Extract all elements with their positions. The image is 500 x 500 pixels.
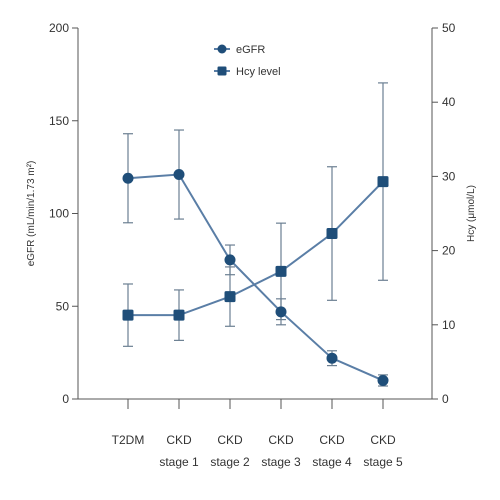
legend: eGFR Hcy level <box>214 44 281 78</box>
left-y-tick-label: 50 <box>56 299 70 313</box>
data-point <box>275 265 287 277</box>
left-y-tick-labels: 0 50 100 150 200 <box>49 21 69 406</box>
data-point <box>224 254 236 266</box>
x-tick-label: CKD <box>319 433 345 447</box>
left-y-tick-label: 200 <box>49 21 69 35</box>
left-y-tick-label: 150 <box>49 114 69 128</box>
x-tick-label: stage 1 <box>159 455 199 469</box>
error-bars <box>123 82 388 387</box>
right-y-tick-label: 40 <box>442 95 456 109</box>
data-point <box>224 291 236 303</box>
data-point <box>173 169 185 181</box>
x-tick-label: CKD <box>217 433 243 447</box>
right-y-tick-label: 20 <box>442 244 456 258</box>
legend-label: eGFR <box>236 44 265 56</box>
x-tick-label: CKD <box>166 433 192 447</box>
right-y-tick-label: 50 <box>442 21 456 35</box>
x-tick-label: stage 2 <box>210 455 250 469</box>
data-point <box>122 172 134 184</box>
right-y-tick-label: 30 <box>442 169 456 183</box>
x-tick-label: stage 4 <box>312 455 352 469</box>
data-point <box>173 309 185 321</box>
right-y-tick-label: 10 <box>442 318 456 332</box>
data-point <box>377 176 389 188</box>
data-point <box>326 352 338 364</box>
series-markers <box>122 169 389 386</box>
legend-marker <box>217 66 227 76</box>
left-y-tick-label: 100 <box>49 207 69 221</box>
right-y-tick-labels: 0 10 20 30 40 50 <box>442 21 456 406</box>
data-point <box>377 374 389 386</box>
left-y-tick-label: 0 <box>62 392 69 406</box>
legend-marker <box>217 44 227 54</box>
x-tick-label: stage 3 <box>261 455 301 469</box>
right-y-axis-title: Hcy (μmol/L) <box>466 185 477 242</box>
right-y-tick-label: 0 <box>442 392 449 406</box>
series-line <box>127 173 384 382</box>
series-line <box>128 180 384 317</box>
data-point <box>275 306 287 318</box>
x-tick-label: CKD <box>268 433 294 447</box>
x-tick-label: CKD <box>370 433 396 447</box>
series-lines <box>127 173 384 382</box>
x-tick-label: T2DM <box>112 433 145 447</box>
x-tick-labels: T2DM CKD stage 1 CKD stage 2 CKD stage 3 CKD sta… <box>112 433 403 469</box>
data-point <box>122 309 134 321</box>
x-tick-label: stage 5 <box>363 455 403 469</box>
data-point <box>326 228 338 240</box>
left-y-axis-title: eGFR (mL/min/1.73 m²) <box>26 161 37 267</box>
legend-label: Hcy level <box>236 66 281 78</box>
chart-axes <box>72 27 438 409</box>
